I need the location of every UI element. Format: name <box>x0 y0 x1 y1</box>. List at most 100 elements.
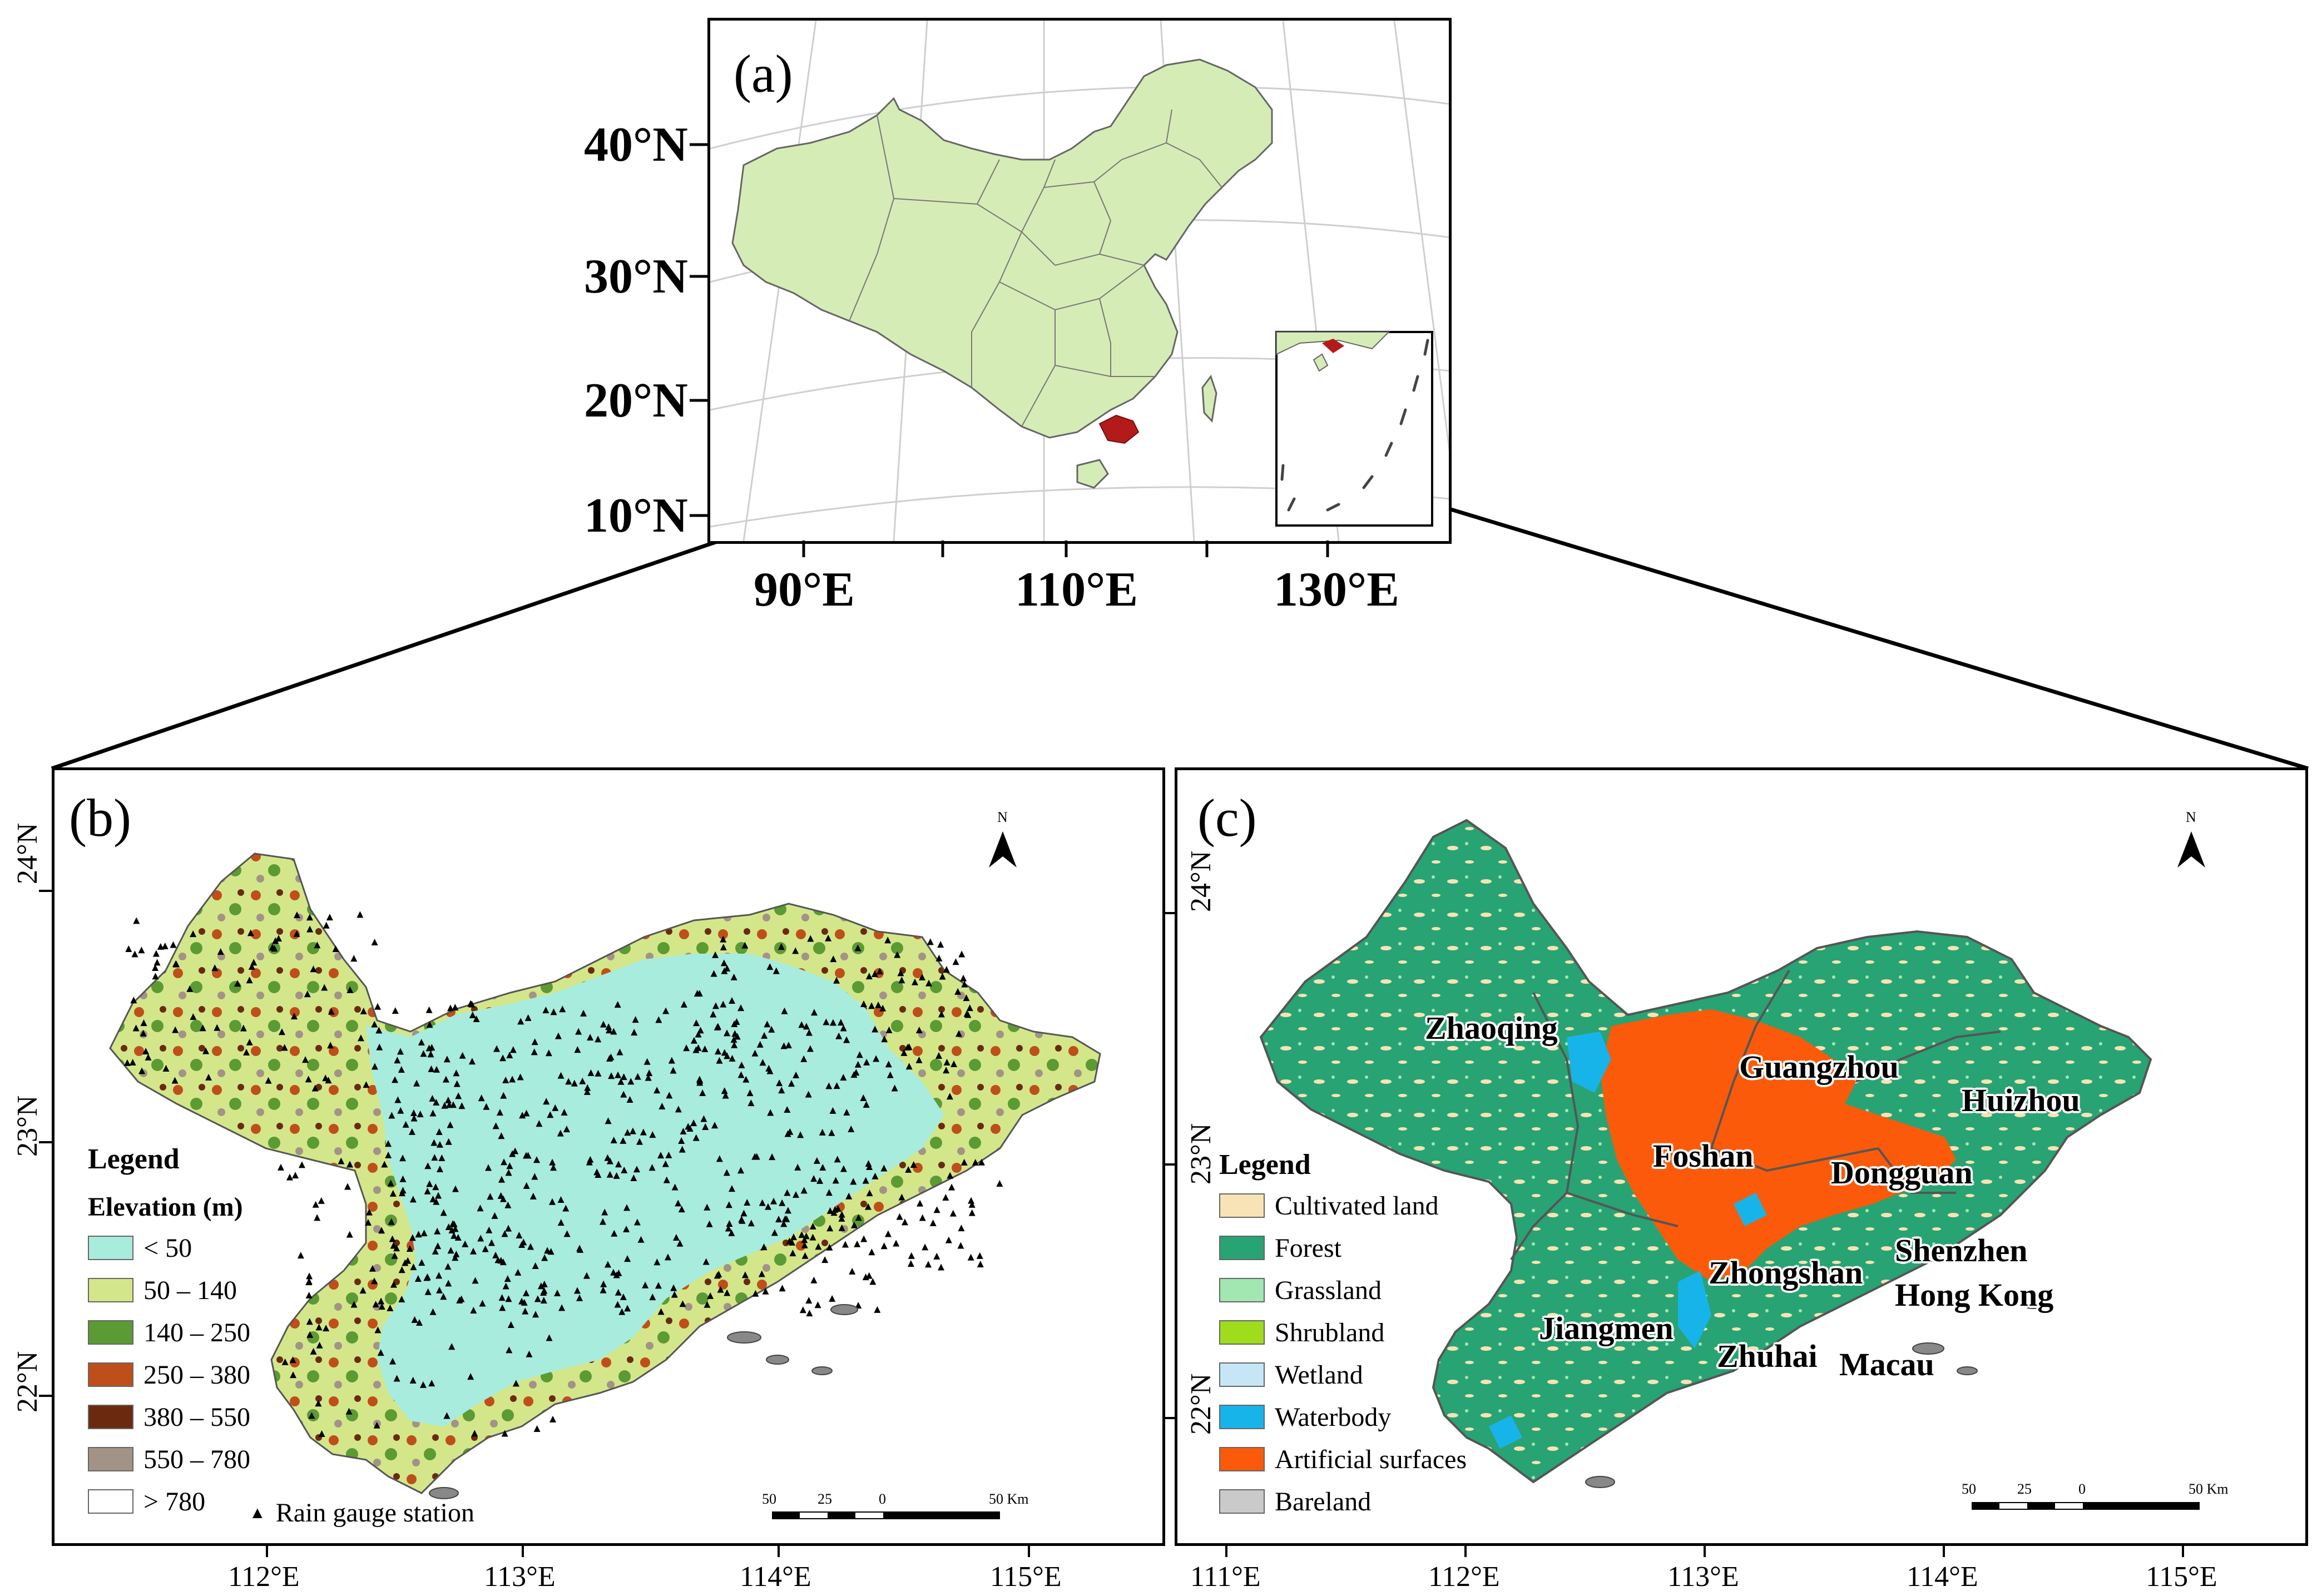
rain-gauge-marker <box>720 935 727 943</box>
rain-gauge-marker <box>524 1014 532 1022</box>
rain-gauge-marker <box>533 1156 541 1163</box>
rain-gauge-marker <box>323 1325 330 1332</box>
rain-gauge-marker <box>832 1177 839 1184</box>
rain-gauge-marker <box>498 1132 505 1139</box>
rain-gauge-marker <box>606 1054 613 1062</box>
artificial-surfaces-core <box>1600 1009 1956 1282</box>
rain-gauge-marker <box>445 1280 452 1287</box>
rain-gauge-marker <box>766 963 774 970</box>
rain-gauge-marker <box>624 1305 631 1312</box>
scale-label-50: 50 <box>762 1491 776 1507</box>
rain-gauge-marker <box>963 994 970 1002</box>
rain-gauge-marker <box>377 1349 384 1356</box>
rain-gauge-marker <box>385 1140 392 1147</box>
rain-gauge-marker <box>712 951 719 958</box>
rain-gauge-marker <box>912 978 919 985</box>
rain-gauge-marker <box>557 1196 565 1203</box>
rain-gauge-marker <box>371 939 378 946</box>
rain-gauge-marker <box>447 1247 454 1254</box>
landuse-legend-label: Artificial surfaces <box>1275 1444 1467 1474</box>
rain-gauge-marker <box>793 1072 800 1079</box>
rain-gauge-marker <box>946 1093 953 1100</box>
rain-gauge-marker <box>277 1163 284 1171</box>
rain-gauge-marker <box>305 1075 312 1083</box>
panel-b-lat-ticks <box>39 890 52 1397</box>
rain-gauge-marker <box>942 1193 949 1201</box>
south-china-sea-inset <box>1275 331 1433 527</box>
rain-gauge-marker <box>449 1220 457 1227</box>
rain-gauge-marker <box>685 1123 692 1130</box>
panel-c-landuse-map: N 50 25 0 50 Km (c) Zhaoqing Guangzhou H… <box>1175 767 2308 1546</box>
rain-gauge-marker <box>919 1214 926 1221</box>
rain-gauge-marker <box>662 1007 670 1014</box>
rain-gauge-marker <box>813 1157 820 1164</box>
rain-gauge-marker <box>243 1048 250 1055</box>
rain-gauge-marker <box>305 1291 313 1298</box>
rain-gauge-marker <box>714 1023 721 1030</box>
rain-gauge-marker <box>409 1376 417 1384</box>
rain-gauge-marker <box>853 1069 860 1076</box>
rain-gauge-marker <box>730 973 737 980</box>
rain-gauge-marker <box>426 1021 433 1028</box>
panel-a-locator-map: (a) <box>707 18 1452 544</box>
rain-gauge-marker <box>583 1272 590 1279</box>
panel-c-lon-ticks <box>1225 1545 2184 1557</box>
rain-gauge-marker <box>595 1035 602 1043</box>
rain-gauge-marker <box>634 1073 641 1080</box>
rain-gauge-marker <box>371 1063 378 1070</box>
rain-gauge-marker <box>272 937 279 944</box>
rain-gauge-marker <box>234 980 241 987</box>
rain-gauge-marker <box>729 1055 736 1062</box>
rain-gauge-marker <box>452 1004 459 1011</box>
rain-gauge-marker <box>290 1013 298 1020</box>
rain-gauge-marker <box>728 1229 735 1236</box>
rain-gauge-marker <box>424 1288 432 1295</box>
rain-gauge-marker <box>394 1057 401 1064</box>
landuse-legend-label: Wetland <box>1275 1360 1363 1390</box>
rain-gauge-marker <box>606 1171 613 1178</box>
rain-gauge-marker <box>624 1255 631 1262</box>
rain-gauge-marker <box>132 1024 140 1032</box>
rain-gauge-marker <box>445 1138 452 1145</box>
rain-gauge-marker <box>397 1048 404 1055</box>
rain-gauge-marker <box>452 1185 459 1192</box>
rain-gauge-marker <box>826 1243 833 1251</box>
rain-gauge-marker <box>666 1092 673 1099</box>
rain-gauge-marker <box>835 1032 843 1039</box>
rain-gauge-marker <box>554 1289 561 1296</box>
rain-gauge-marker <box>731 1020 738 1027</box>
rain-gauge-marker <box>960 974 967 982</box>
rain-gauge-marker <box>584 1084 591 1091</box>
landuse-legend-row: Waterbody <box>1219 1401 1391 1433</box>
rain-gauge-marker <box>429 1308 437 1315</box>
rain-gauge-marker <box>509 1075 516 1083</box>
panel-c-lat-24n: 24°N <box>1185 850 1217 912</box>
rain-gauge-marker <box>671 1183 679 1191</box>
china-mainland <box>731 58 1273 439</box>
rain-gauge-marker <box>741 1271 749 1278</box>
rain-gauge-marker <box>855 1302 862 1309</box>
rain-gauge-marker <box>798 1231 805 1238</box>
rain-gauge-marker <box>825 934 832 941</box>
rain-gauge-marker <box>434 1227 441 1235</box>
rain-gauge-marker <box>679 1146 686 1153</box>
rain-gauge-marker <box>429 1109 437 1117</box>
rain-gauge-marker <box>557 1072 565 1079</box>
rain-gauge-marker <box>778 1087 785 1094</box>
rain-gauge-marker <box>531 1038 538 1045</box>
rain-gauge-marker <box>444 1096 452 1103</box>
rain-gauge-marker <box>378 1303 385 1310</box>
rain-gauge-marker <box>896 1213 903 1220</box>
rain-gauge-marker <box>742 1075 750 1083</box>
rain-gauge-marker <box>784 1207 791 1214</box>
rain-gauge-marker <box>864 1203 872 1210</box>
rain-gauge-marker <box>304 990 311 998</box>
rain-gauge-marker <box>434 1242 442 1250</box>
rain-gauge-marker <box>540 1296 547 1303</box>
panel-b-lon-112e: 112°E <box>228 1561 300 1593</box>
rain-gauge-marker <box>140 1019 147 1027</box>
rain-gauge-marker <box>452 1225 459 1232</box>
rain-gauge-marker <box>683 1044 690 1052</box>
rain-gauge-marker <box>436 1286 443 1293</box>
rain-gauge-marker <box>311 1084 319 1092</box>
